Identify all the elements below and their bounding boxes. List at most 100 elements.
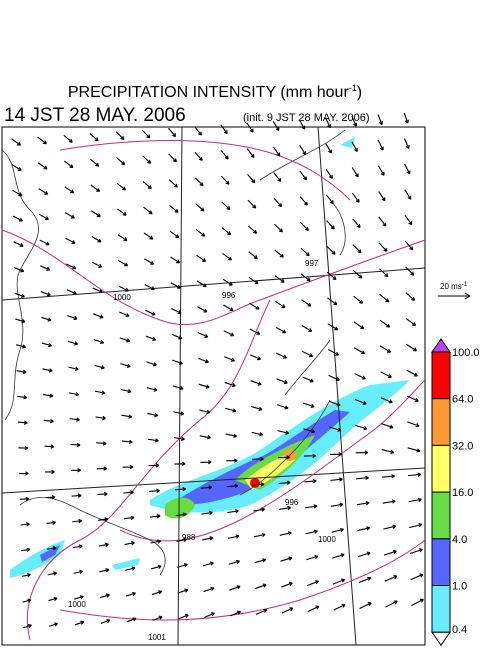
title: PRECIPITATION INTENSITY (mm hour-1)	[68, 83, 362, 101]
wind-vector	[303, 428, 316, 434]
wind-vector	[299, 196, 308, 206]
wind-vector	[359, 602, 372, 610]
wind-vector	[22, 598, 32, 603]
contour-label: 997	[305, 259, 319, 268]
colorbar-segment	[431, 398, 451, 446]
wind-vector	[72, 518, 83, 524]
wind-vector	[151, 590, 163, 596]
wind-vector	[70, 442, 81, 448]
wind-vector	[89, 133, 99, 142]
wind-vector	[18, 445, 29, 451]
wind-vector	[227, 509, 239, 514]
wind-vector	[405, 292, 416, 301]
contour-label: 1000	[68, 600, 86, 609]
wind-vector	[326, 271, 337, 281]
wind-vector	[379, 293, 390, 303]
wind-vector	[247, 199, 257, 209]
wind-vector	[171, 308, 182, 314]
wind-vector	[125, 591, 136, 597]
wind-vector	[64, 212, 75, 219]
wind-vector	[329, 426, 342, 432]
wind-vector	[306, 554, 319, 561]
wind-vector	[302, 402, 315, 408]
colorbar-segment	[431, 491, 451, 540]
wind-vector	[123, 490, 134, 495]
wind-vector	[404, 189, 412, 200]
wind-scale-label: 20 ms-1	[440, 282, 468, 291]
valid-time: 14 JST 28 MAY. 2006	[4, 105, 186, 126]
wind-vector	[279, 531, 292, 536]
wind-vector	[42, 368, 53, 373]
contour-label: 996	[222, 291, 236, 300]
wind-vector	[194, 151, 203, 161]
wind-vector	[74, 620, 85, 626]
wind-vector	[300, 273, 311, 282]
wind-vector	[221, 227, 232, 236]
wind-vector	[252, 456, 264, 462]
wind-vector	[66, 289, 77, 295]
wind-vector	[100, 593, 110, 599]
isobar	[59, 140, 351, 201]
contour-label: 1001	[148, 633, 166, 642]
wind-scale-text: 20 ms	[440, 282, 462, 291]
wind-vector	[229, 610, 242, 617]
isobar	[1, 229, 426, 326]
wind-vector	[379, 319, 391, 328]
map: 1000 996 997 988 996 1000 1000 1001	[1, 112, 426, 646]
wind-vector	[305, 504, 318, 509]
wind-vector	[250, 380, 262, 386]
wind-vector	[277, 455, 290, 460]
wind-vector	[173, 411, 185, 416]
wind-vector	[69, 417, 80, 422]
wind-vector	[405, 266, 415, 276]
wind-vector	[302, 376, 314, 383]
wind-vector	[325, 194, 334, 205]
contour-label: 1000	[318, 535, 336, 544]
wind-vector	[145, 309, 156, 316]
colorbar-label: 32.0	[452, 440, 473, 452]
wind-vector	[301, 350, 314, 358]
wind-vector	[41, 316, 52, 322]
wind-vector	[142, 181, 152, 190]
wind-vector	[328, 400, 341, 407]
wind-vector	[247, 174, 256, 184]
wind-vector	[378, 216, 387, 227]
wind-vector	[377, 165, 385, 176]
wind-vector	[225, 433, 238, 438]
wind-vector	[169, 205, 179, 213]
wind-vector	[98, 517, 109, 522]
wind-vector	[378, 242, 388, 252]
wind-vector	[406, 369, 418, 377]
wind-vector	[332, 578, 346, 585]
wind-vector	[44, 444, 55, 449]
wind-vector	[47, 571, 58, 576]
wind-vector	[204, 612, 215, 618]
wind-vector	[49, 622, 59, 627]
wind-vector	[174, 461, 186, 467]
wind-vector	[96, 441, 107, 446]
wind-vector	[151, 564, 162, 570]
wind-vector	[38, 188, 49, 195]
wind-vector	[325, 143, 332, 154]
wind-vector	[221, 201, 231, 211]
wind-vector	[19, 496, 30, 502]
wind-vector	[14, 267, 25, 273]
wind-vector	[220, 150, 229, 160]
wind-vector	[273, 223, 283, 233]
wind-vector	[229, 585, 241, 591]
wind-vector	[202, 536, 214, 541]
wind-vector	[39, 239, 50, 246]
wind-vector	[358, 576, 372, 584]
wind-vector	[276, 352, 288, 359]
wind-vector	[90, 210, 101, 218]
wind-vector	[170, 282, 181, 289]
wind-vector	[66, 263, 77, 270]
wind-vector	[147, 438, 159, 443]
wind-vector	[254, 558, 267, 564]
wind-vector	[16, 369, 27, 375]
wind-vector	[120, 363, 131, 368]
wind-vector	[253, 532, 266, 538]
wind-vector	[351, 115, 358, 127]
wind-vector	[46, 545, 57, 551]
